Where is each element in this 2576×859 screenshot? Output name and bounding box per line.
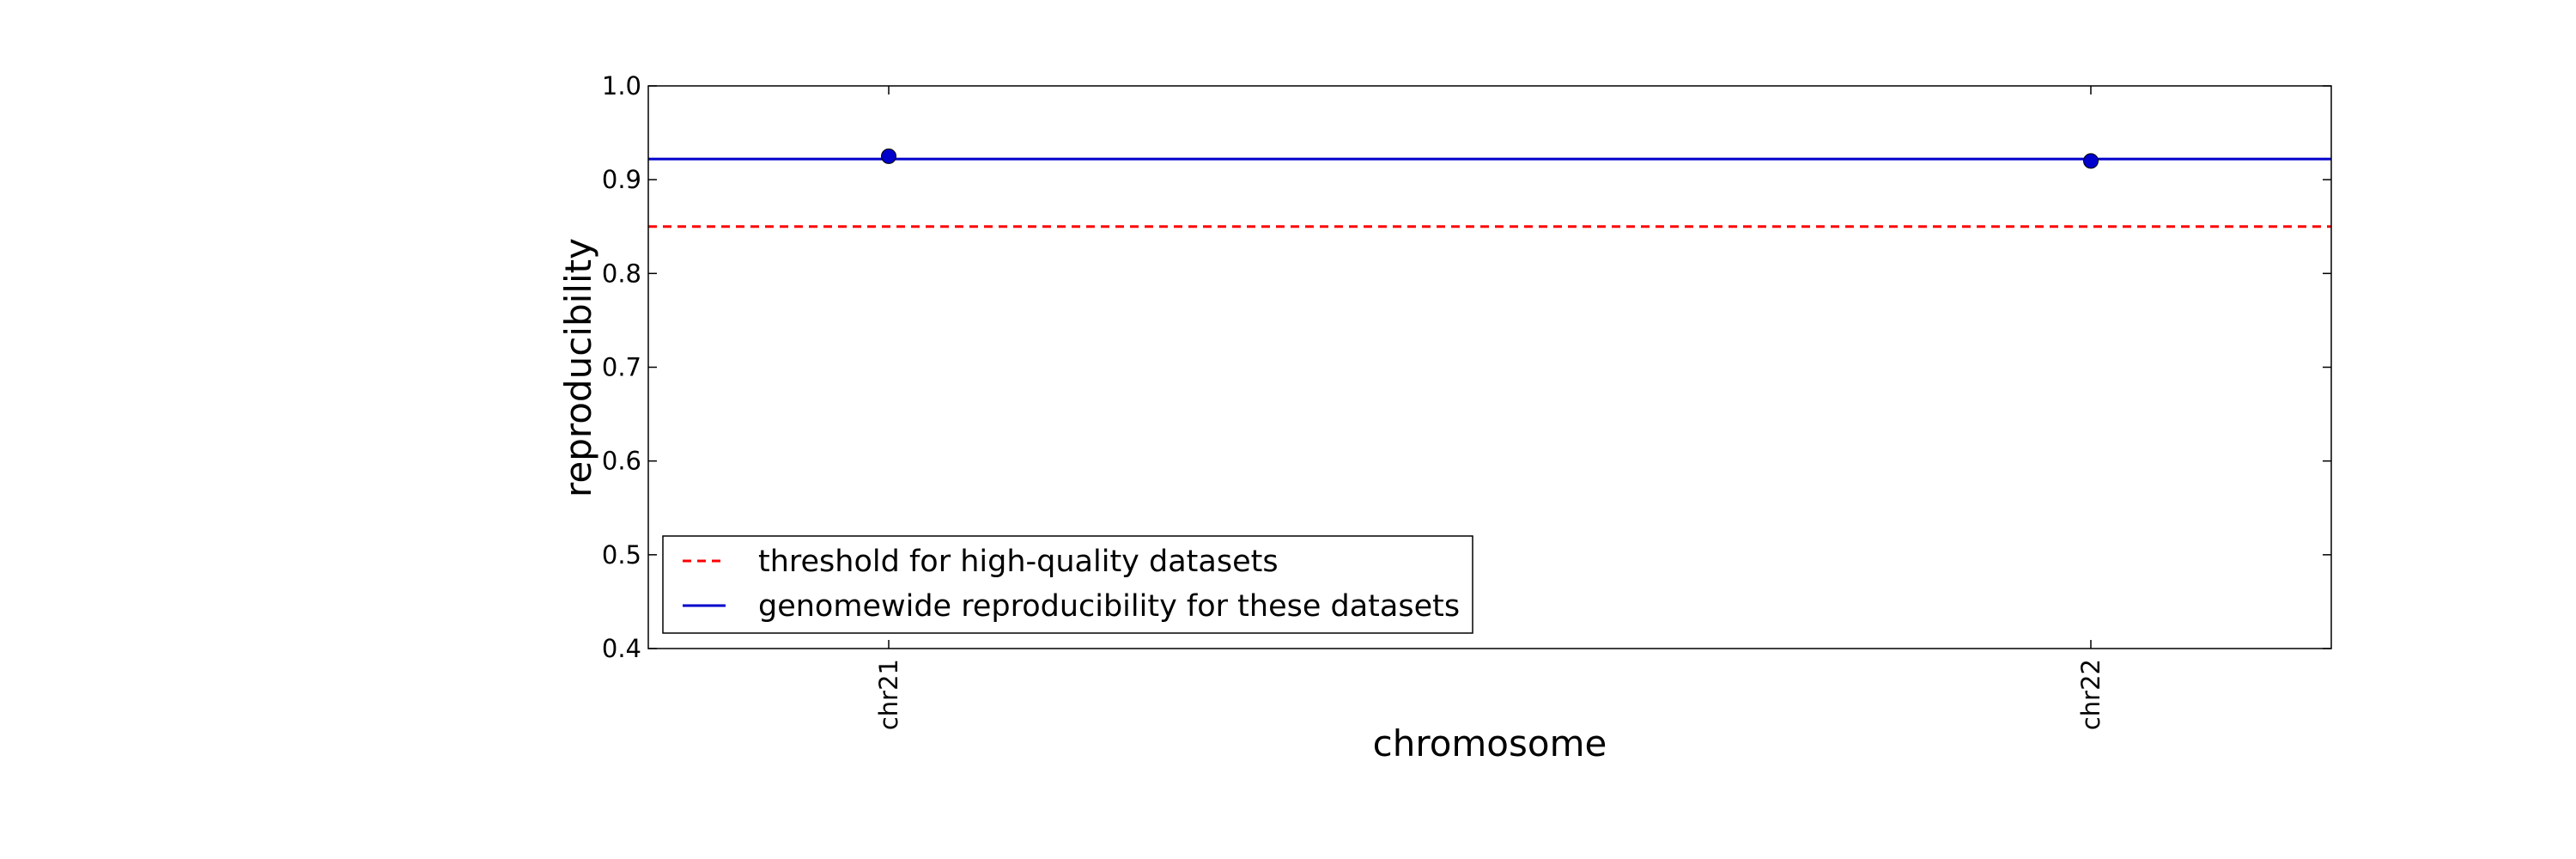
y-tick-label: 1.0 bbox=[602, 71, 641, 101]
x-axis-title: chromosome bbox=[1373, 722, 1607, 765]
y-axis-title: reproducibility bbox=[557, 238, 599, 497]
y-axis-ticks: 0.4 0.5 0.6 0.7 0.8 0.9 1.0 bbox=[602, 71, 2331, 663]
x-axis-ticks: chr21 chr22 bbox=[874, 86, 2105, 730]
legend: threshold for high-quality datasets geno… bbox=[662, 535, 1473, 634]
x-tick-label-chr22: chr22 bbox=[2076, 659, 2105, 730]
legend-box bbox=[662, 535, 1473, 634]
y-tick-label: 0.4 bbox=[602, 634, 641, 663]
y-tick-label: 0.7 bbox=[602, 353, 641, 382]
y-tick-label: 0.8 bbox=[602, 259, 641, 288]
y-tick-label: 0.5 bbox=[602, 540, 641, 570]
data-points bbox=[881, 148, 2099, 169]
legend-genomewide-label: genomewide reproducibility for these dat… bbox=[758, 589, 1460, 624]
reference-lines bbox=[648, 157, 2331, 228]
x-tick-label-chr21: chr21 bbox=[874, 659, 903, 730]
y-tick-label: 0.9 bbox=[602, 165, 641, 194]
data-point-chr22 bbox=[2083, 153, 2099, 169]
legend-threshold-label: threshold for high-quality datasets bbox=[758, 545, 1279, 579]
y-tick-label: 0.6 bbox=[602, 447, 641, 476]
data-point-chr21 bbox=[881, 148, 896, 164]
